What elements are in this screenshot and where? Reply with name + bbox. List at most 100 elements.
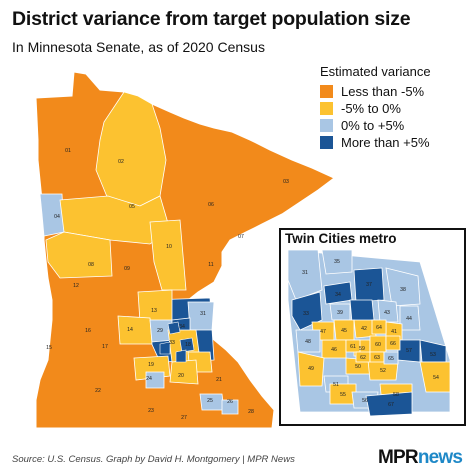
inset-district-label-66: 66 [390,341,396,347]
inset-district-33 [291,291,323,331]
chart-title: District variance from target population… [12,8,411,30]
inset-district-label-35: 35 [334,259,340,265]
district-label-10: 10 [166,244,172,250]
district-label-34: 34 [179,324,185,330]
inset-district-48 [295,329,321,353]
district-label-11: 11 [208,262,213,268]
district-label-29: 29 [157,328,163,334]
legend-swatch [320,136,333,149]
inset-district-36b [349,299,375,323]
inset-district-38 [385,267,421,307]
district-label-13: 13 [151,308,157,314]
district-label-24: 24 [146,376,152,382]
inset-district-label-38: 38 [400,287,406,293]
legend-swatch [320,85,333,98]
inset-district-35 [321,249,353,275]
inset-district-label-59: 59 [359,346,365,352]
district-label-25: 25 [207,398,213,404]
legend-swatch [320,119,333,132]
district-20 [169,359,199,385]
district-label-06: 06 [208,202,214,208]
inset-district-label-64: 64 [376,325,382,331]
district-label-33: 33 [169,340,175,346]
legend-item-more-than-plus-5: More than +5% [320,134,470,151]
district-10 [149,219,187,291]
district-label-26: 26 [227,399,233,405]
district-label-21: 21 [216,377,222,383]
legend-label: More than +5% [341,135,430,150]
inset-district-label-43: 43 [384,310,390,316]
inset-district-49 [297,351,325,387]
inset-district-66 [385,335,401,351]
inset-district-label-48: 48 [305,339,311,345]
district-14 [117,315,153,345]
metro-inset-title: Twin Cities metro [285,231,397,246]
inset-district-label-44: 44 [406,316,412,322]
inset-district-65 [383,351,399,365]
inset-district-44 [399,305,421,331]
inset-district-label-61: 61 [350,344,356,350]
district-label-27: 27 [181,415,187,421]
inset-district-label-50: 50 [355,364,361,370]
district-label-28: 28 [248,409,254,415]
inset-district-label-65: 65 [388,356,394,362]
inset-district-54 [419,361,451,393]
district-label-18: 18 [185,342,191,348]
district-label-14: 14 [127,327,133,333]
logo-mpr: MPR [378,447,419,468]
inset-district-label-58: 58 [393,392,399,398]
inset-district-label-55: 55 [340,392,346,398]
legend-label: 0% to +5% [341,118,405,133]
inset-district-label-63: 63 [374,355,380,361]
legend-item-less-than-minus-5: Less than -5% [320,83,470,100]
inset-district-label-42: 42 [361,326,367,332]
inset-district-43 [377,299,399,323]
inset-district-label-56: 56 [362,398,368,404]
inset-district-label-41: 41 [391,329,397,335]
district-label-05: 05 [129,204,135,210]
district-label-01: 01 [65,148,71,154]
district-label-17: 17 [102,344,108,350]
district-label-16: 16 [85,328,91,334]
district-label-23: 23 [148,408,154,414]
district-label-19: 19 [148,362,154,368]
district-label-04: 04 [54,214,60,220]
legend: Estimated variance Less than -5% -5% to … [320,64,470,151]
district-26 [221,399,239,415]
metro-district-patch-67 [159,341,171,355]
inset-district-label-60: 60 [375,342,381,348]
inset-district-label-51: 51 [333,382,339,388]
inset-district-label-52: 52 [380,368,386,374]
inset-district-label-33: 33 [303,311,309,317]
inset-district-label-62: 62 [360,355,366,361]
inset-district-label-45: 45 [341,328,347,334]
metro-district-patch-57 [179,337,195,353]
district-04 [39,193,65,237]
legend-item-0-to-plus-5: 0% to +5% [320,117,470,134]
inset-district-label-47: 47 [320,329,326,335]
district-label-31: 31 [200,311,206,317]
metro-district-patch-33 [167,321,181,335]
inset-district-label-31: 31 [302,270,308,276]
inset-district-label-54: 54 [433,375,439,381]
district-08 [45,231,113,279]
legend-title: Estimated variance [320,64,431,79]
district-24 [145,371,165,389]
district-label-03: 03 [283,179,289,185]
inset-district-label-37: 37 [366,282,372,288]
inset-district-label-49: 49 [308,366,314,372]
district-label-09: 09 [124,266,130,272]
source-credit: Source: U.S. Census. Graph by David H. M… [12,454,295,465]
district-label-15: 15 [46,345,52,351]
legend-swatch [320,102,333,115]
district-label-12: 12 [73,283,79,289]
legend-label: Less than -5% [341,84,425,99]
district-label-02: 02 [118,159,124,165]
inset-district-label-39: 39 [337,310,343,316]
inset-district-label-67: 67 [388,402,394,408]
chart-subtitle: In Minnesota Senate, as of 2020 Census [12,39,265,55]
inset-district-64 [371,319,387,335]
mpr-news-logo: MPRnews [378,447,463,469]
